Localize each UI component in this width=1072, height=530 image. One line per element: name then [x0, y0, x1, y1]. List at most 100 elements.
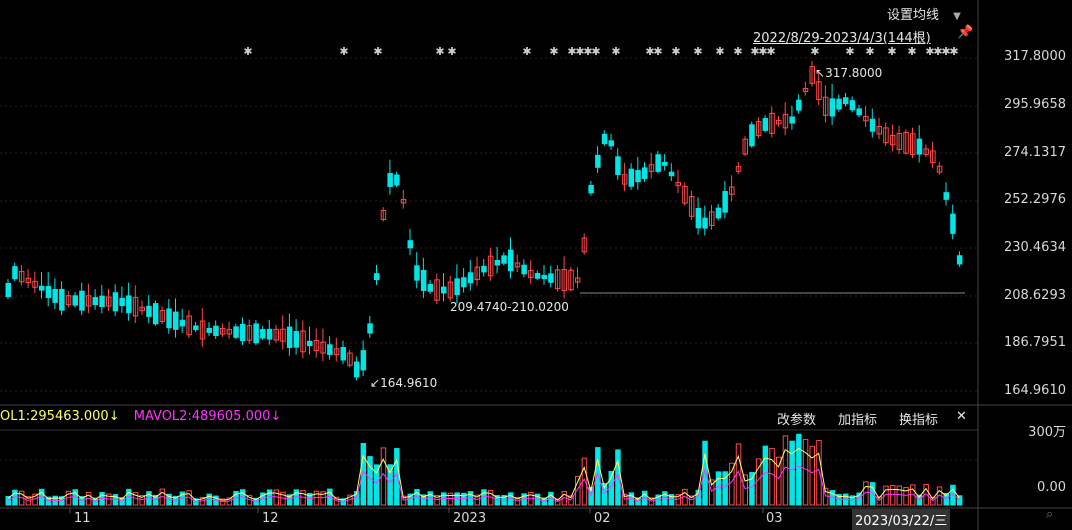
add-indicator-button[interactable]: 加指标	[838, 413, 878, 428]
x-tick: 03	[766, 511, 783, 526]
volume-bar	[374, 464, 380, 506]
volume-bar	[903, 487, 909, 506]
candle-body	[420, 269, 427, 291]
volume-bar	[514, 496, 521, 506]
price-tick: 274.1317	[1003, 145, 1066, 160]
event-marker-icon: ✱	[758, 45, 767, 58]
candle-body	[286, 326, 293, 348]
volume-bar	[715, 471, 722, 506]
event-marker-icon: ✱	[693, 45, 702, 58]
volume-bar	[139, 494, 145, 506]
volume-bar	[152, 494, 159, 506]
volume-bar	[702, 440, 708, 506]
volume-bar	[454, 492, 460, 506]
candle-body	[930, 150, 936, 163]
candle-body	[588, 184, 594, 194]
pin-icon[interactable]: 📌	[957, 25, 974, 40]
arrow-down-left-icon: ↙	[370, 376, 381, 390]
volume-bar	[575, 476, 581, 506]
candle-body	[199, 320, 206, 340]
candle-body	[816, 81, 822, 100]
event-marker-icon: ✱	[243, 45, 252, 58]
candle-body	[92, 297, 99, 306]
price-tick: 186.7951	[1003, 335, 1066, 350]
candle-body	[320, 341, 326, 354]
candle-body	[782, 113, 789, 129]
switch-indicator-button[interactable]: 换指标	[899, 413, 939, 428]
volume-bar	[876, 496, 882, 506]
event-marker-icon: ✱	[575, 45, 584, 58]
volume-bar	[809, 445, 815, 506]
event-marker-icon: ✱	[865, 45, 874, 58]
candle-body	[447, 281, 454, 299]
candle-body	[581, 237, 588, 253]
mavol2-legend: MAVOL2:489605.000↓	[133, 409, 282, 424]
candle-body	[427, 283, 434, 292]
candle-body	[340, 347, 346, 361]
event-marker-icon: ✱	[645, 45, 654, 58]
candle-body	[193, 325, 199, 331]
candle-body	[675, 181, 681, 187]
volume-bar	[916, 494, 923, 506]
arrow-up-left-icon: ↖	[815, 66, 826, 80]
volume-bar	[762, 445, 769, 506]
volume-bar	[595, 447, 601, 506]
candle-body	[822, 96, 829, 116]
candle-body	[407, 240, 413, 249]
candle-body	[762, 118, 769, 131]
candle-body	[769, 112, 775, 134]
candle-body	[836, 98, 842, 110]
volume-bar	[776, 456, 782, 506]
event-marker-icon: ✱	[949, 45, 958, 58]
price-tick: 230.4634	[1003, 240, 1066, 255]
candle-body	[327, 344, 333, 355]
volume-bar	[729, 462, 735, 506]
candle-body	[668, 171, 675, 177]
volume-bar	[367, 456, 373, 506]
candle-body	[206, 327, 212, 333]
candle-body	[300, 330, 306, 353]
candle-body	[400, 198, 407, 204]
candle-body	[729, 186, 735, 195]
candle-body	[742, 138, 748, 155]
ma-settings-dropdown[interactable]: 设置均线 ▼	[887, 4, 961, 23]
volume-bar	[863, 481, 869, 506]
candle-body	[99, 295, 105, 308]
candle-body	[360, 350, 367, 371]
event-marker-icon: ✱	[733, 45, 742, 58]
candle-body	[534, 273, 541, 279]
candle-body	[843, 97, 849, 105]
candle-body	[514, 262, 521, 268]
event-marker-icon: ✱	[435, 45, 444, 58]
volume-bar	[735, 443, 742, 506]
volume-bar	[782, 435, 789, 506]
vol1-legend: OL1:295463.000↓	[0, 409, 120, 424]
candle-body	[481, 265, 487, 273]
event-marker-icon: ✱	[671, 45, 680, 58]
candle-body	[119, 297, 125, 307]
search-icon[interactable]: ⌕	[1046, 507, 1054, 522]
candle-body	[856, 108, 862, 116]
candle-body	[956, 255, 963, 265]
volume-bar	[320, 491, 326, 506]
low-price-annotation: ↙164.9610	[370, 376, 438, 390]
volume-bar	[474, 494, 480, 506]
candle-body	[950, 213, 956, 234]
candle-body	[635, 169, 641, 183]
candle-body	[554, 269, 561, 290]
close-icon[interactable]: ✕	[956, 409, 967, 424]
event-marker-icon: ✱	[339, 45, 348, 58]
volume-bar	[186, 490, 192, 506]
date-range-label[interactable]: 2022/8/29-2023/4/3(144根)	[753, 31, 931, 46]
volume-bar	[749, 472, 755, 506]
candle-body	[682, 185, 688, 204]
volume-bar	[769, 447, 775, 506]
candle-body	[802, 88, 809, 93]
candle-body	[414, 265, 420, 281]
candle-body	[12, 266, 18, 280]
change-params-button[interactable]: 改参数	[777, 413, 817, 428]
candle-body	[179, 319, 186, 327]
price-tick: 295.9658	[1003, 97, 1066, 112]
candle-body	[5, 282, 11, 298]
